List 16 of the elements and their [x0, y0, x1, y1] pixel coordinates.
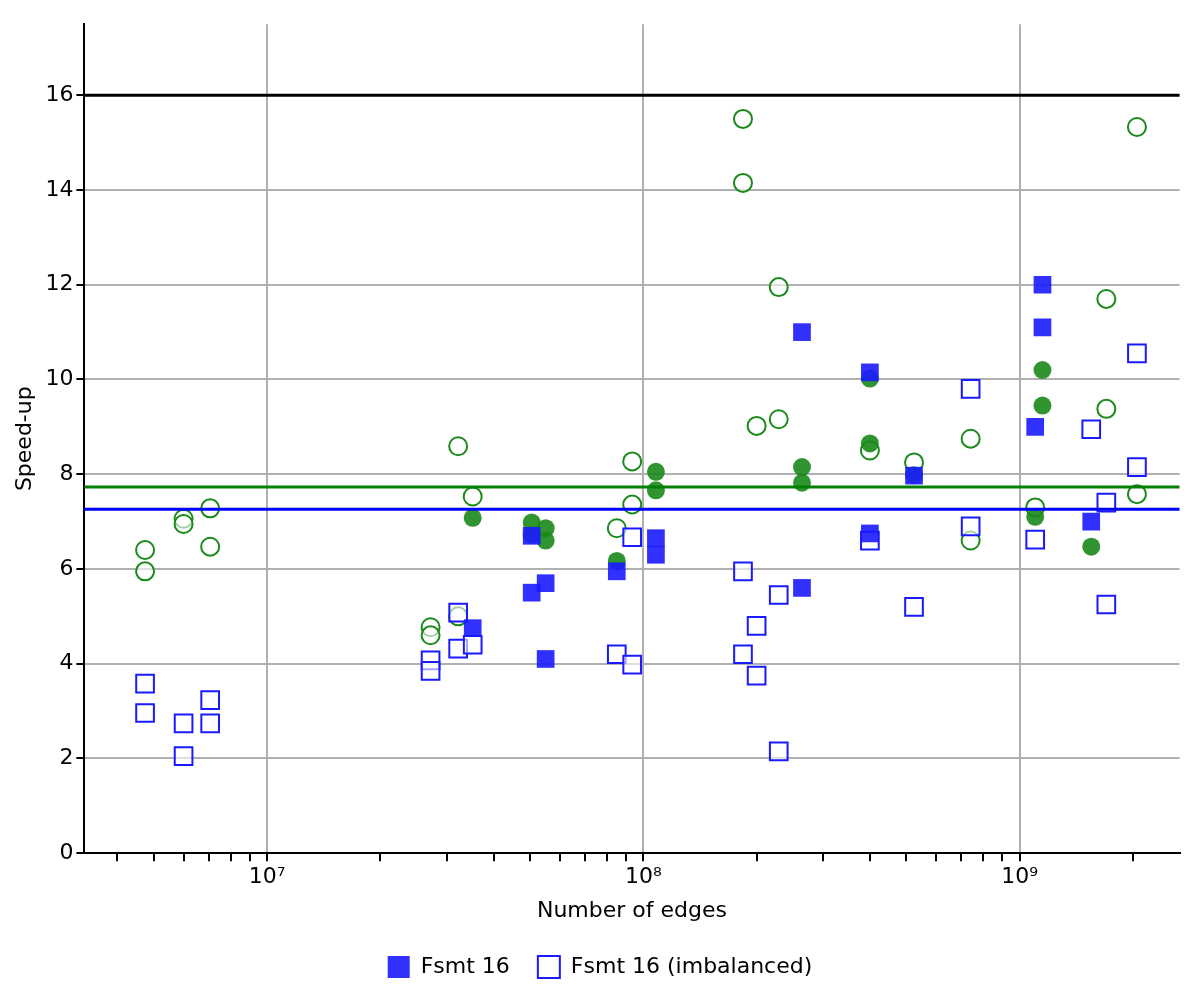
y-tick-label: 2	[59, 744, 74, 770]
x-tick-label: 10⁹	[1001, 863, 1039, 889]
y-tick-label: 8	[59, 459, 74, 485]
y-tick-label: 4	[59, 649, 74, 675]
y-tick-label: 6	[59, 554, 74, 580]
x-axis-title: Number of edges	[536, 896, 727, 922]
y-tick-label: 12	[45, 270, 74, 296]
legend-label: Fsmt 16 (imbalanced)	[570, 952, 813, 978]
x-tick-label: 10⁷	[248, 863, 286, 889]
y-tick-label: 10	[45, 365, 74, 391]
y-tick-label: 14	[45, 175, 74, 201]
legend-label: Fsmt 16	[420, 952, 510, 978]
y-tick-label: 16	[45, 80, 74, 106]
x-tick-label: 10⁸	[624, 863, 662, 889]
y-tick-label: 0	[59, 838, 74, 864]
y-axis-title: Speed-up	[10, 386, 36, 492]
